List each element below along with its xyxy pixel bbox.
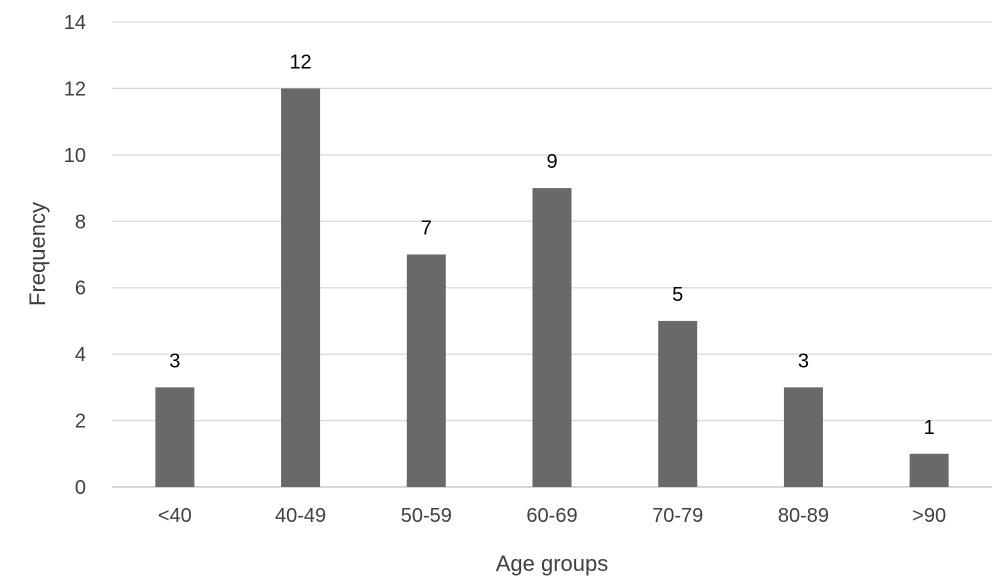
- data-label: 12: [289, 51, 311, 73]
- x-tick-label: 80-89: [778, 505, 829, 527]
- y-tick-label: 6: [75, 278, 86, 300]
- x-tick-label: 70-79: [652, 505, 703, 527]
- y-tick-label: 8: [75, 211, 86, 233]
- bar: [783, 387, 823, 487]
- data-labels: 3 12 7 9 5 3 1: [169, 51, 934, 438]
- y-tick-label: 12: [64, 78, 86, 100]
- x-tick-label: <40: [158, 505, 192, 527]
- x-tick-label: 50-59: [401, 505, 452, 527]
- x-tick-label: >90: [912, 505, 946, 527]
- y-axis-title: Frequency: [25, 202, 50, 306]
- data-label: 7: [421, 218, 432, 240]
- bar: [532, 188, 572, 488]
- x-tick-label: 40-49: [275, 505, 326, 527]
- data-label: 1: [924, 417, 935, 439]
- data-label: 3: [169, 350, 180, 372]
- y-tick-label: 0: [75, 477, 86, 499]
- x-tick-label: 60-69: [526, 505, 577, 527]
- y-tick-label: 10: [64, 145, 86, 167]
- data-label: 9: [546, 151, 557, 173]
- bar: [909, 453, 949, 487]
- data-label: 3: [798, 350, 809, 372]
- x-axis-title: Age groups: [496, 551, 609, 576]
- bar: [155, 387, 195, 487]
- data-label: 5: [672, 284, 683, 306]
- x-axis-ticks: <40 40-49 50-59 60-69 70-79 80-89 >90: [158, 505, 946, 527]
- y-tick-label: 4: [75, 344, 86, 366]
- bar: [281, 88, 321, 487]
- bar: [658, 320, 698, 487]
- bar: [406, 254, 446, 487]
- y-axis-ticks: 0 2 4 6 8 10 12 14: [64, 12, 86, 499]
- y-tick-label: 2: [75, 411, 86, 433]
- bars: [155, 88, 949, 488]
- y-tick-label: 14: [64, 12, 86, 34]
